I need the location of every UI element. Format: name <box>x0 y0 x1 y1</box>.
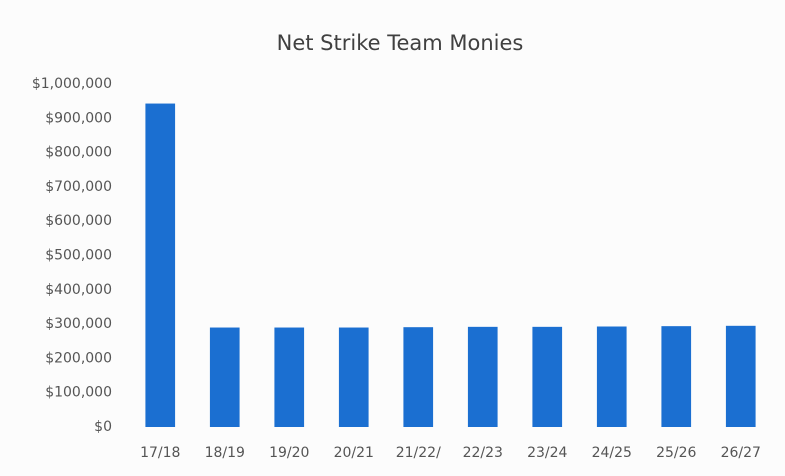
y-tick-label: $0 <box>94 419 112 435</box>
bar <box>338 327 369 427</box>
bar <box>725 325 756 427</box>
y-tick-label: $1,000,000 <box>32 76 112 92</box>
chart-title: Net Strike Team Monies <box>277 31 524 55</box>
y-tick-label: $700,000 <box>45 179 112 195</box>
y-tick-label: $200,000 <box>45 350 112 366</box>
x-tick-label: 19/20 <box>269 445 309 461</box>
x-tick-label: 23/24 <box>527 445 567 461</box>
bar <box>209 327 240 427</box>
y-tick-label: $300,000 <box>45 316 112 332</box>
y-tick-label: $500,000 <box>45 248 112 264</box>
x-tick-label: 21/22/ <box>396 445 441 461</box>
bar <box>661 326 692 427</box>
bar <box>467 326 498 427</box>
y-tick-label: $800,000 <box>45 145 112 161</box>
x-tick-label: 26/27 <box>721 445 761 461</box>
bar <box>274 327 305 427</box>
y-tick-label: $600,000 <box>45 213 112 229</box>
bar <box>596 326 627 427</box>
y-tick-label: $100,000 <box>45 385 112 401</box>
x-tick-label: 25/26 <box>656 445 696 461</box>
x-tick-label: 17/18 <box>140 445 180 461</box>
y-tick-label: $400,000 <box>45 282 112 298</box>
bar <box>145 103 176 428</box>
bar <box>532 326 563 427</box>
y-tick-label: $900,000 <box>45 110 112 126</box>
x-tick-label: 18/19 <box>205 445 245 461</box>
bar <box>403 327 434 427</box>
x-tick-label: 22/23 <box>463 445 503 461</box>
x-tick-label: 20/21 <box>334 445 374 461</box>
x-tick-label: 24/25 <box>592 445 632 461</box>
